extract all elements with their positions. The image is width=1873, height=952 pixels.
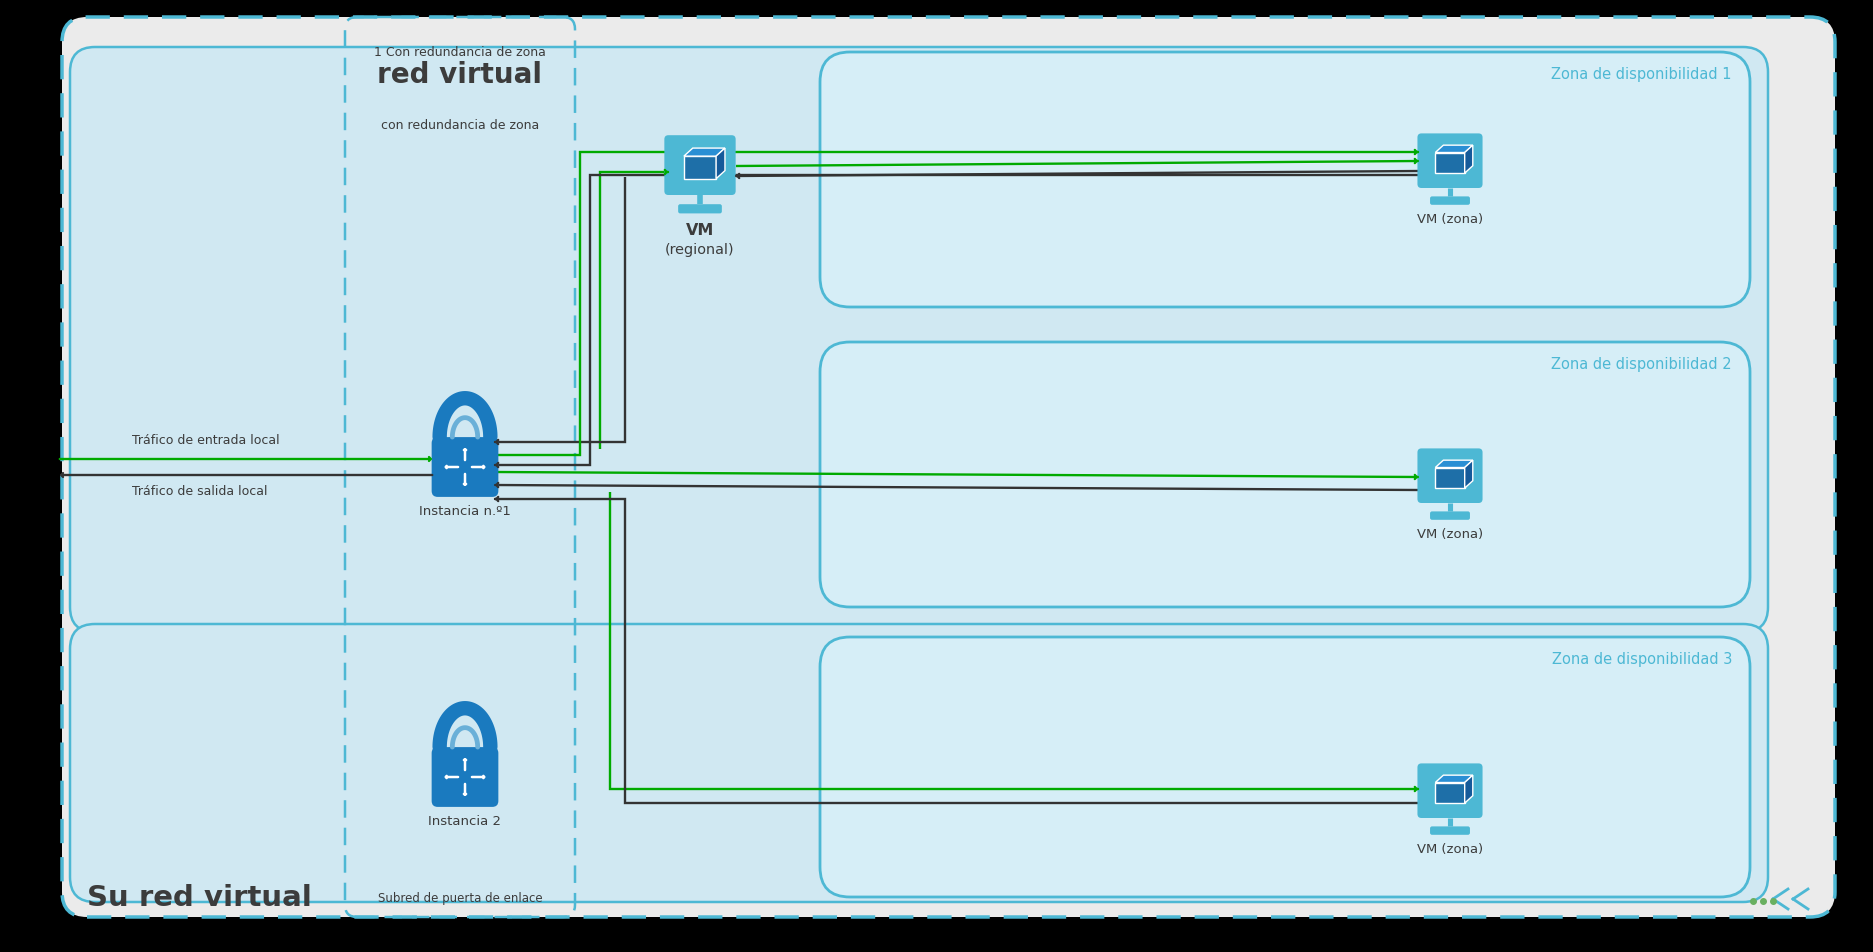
Text: Su red virtual: Su red virtual: [86, 884, 313, 912]
Polygon shape: [1435, 467, 1465, 488]
Text: Instancia 2: Instancia 2: [429, 815, 502, 828]
Text: red virtual: red virtual: [378, 61, 543, 89]
FancyBboxPatch shape: [820, 637, 1749, 897]
Text: VM: VM: [686, 223, 714, 238]
Polygon shape: [1465, 145, 1472, 173]
FancyBboxPatch shape: [1431, 511, 1470, 520]
FancyBboxPatch shape: [820, 342, 1749, 607]
FancyBboxPatch shape: [1431, 826, 1470, 835]
Polygon shape: [1435, 460, 1472, 467]
Polygon shape: [1435, 145, 1472, 152]
FancyBboxPatch shape: [1418, 764, 1483, 818]
FancyBboxPatch shape: [678, 204, 721, 213]
Text: Tráfico de entrada local: Tráfico de entrada local: [131, 434, 279, 447]
Text: (regional): (regional): [665, 244, 734, 257]
Text: VM (zona): VM (zona): [1418, 213, 1483, 227]
Polygon shape: [1465, 460, 1472, 488]
Text: con redundancia de zona: con redundancia de zona: [380, 119, 539, 132]
FancyBboxPatch shape: [665, 135, 736, 195]
Polygon shape: [1435, 152, 1465, 173]
FancyBboxPatch shape: [69, 47, 1768, 632]
FancyBboxPatch shape: [1431, 196, 1470, 205]
Text: Instancia n.º1: Instancia n.º1: [420, 505, 511, 518]
FancyBboxPatch shape: [62, 17, 1836, 917]
FancyBboxPatch shape: [431, 747, 498, 807]
Text: VM (zona): VM (zona): [1418, 528, 1483, 541]
FancyBboxPatch shape: [69, 624, 1768, 902]
FancyBboxPatch shape: [1418, 133, 1483, 188]
Text: Zona de disponibilidad 2: Zona de disponibilidad 2: [1551, 357, 1733, 372]
Text: Tráfico de salida local: Tráfico de salida local: [131, 485, 268, 498]
Text: VM (zona): VM (zona): [1418, 843, 1483, 856]
Polygon shape: [684, 156, 715, 179]
FancyBboxPatch shape: [820, 52, 1749, 307]
Text: 1 Con redundancia de zona: 1 Con redundancia de zona: [375, 46, 545, 59]
Polygon shape: [1435, 775, 1472, 783]
FancyBboxPatch shape: [1418, 448, 1483, 503]
Text: Zona de disponibilidad 3: Zona de disponibilidad 3: [1551, 652, 1733, 667]
Polygon shape: [1465, 775, 1472, 803]
Text: Zona de disponibilidad 1: Zona de disponibilidad 1: [1551, 67, 1733, 82]
Polygon shape: [715, 149, 725, 179]
Polygon shape: [684, 149, 725, 156]
FancyBboxPatch shape: [431, 437, 498, 497]
Polygon shape: [1435, 783, 1465, 803]
Text: Subred de puerta de enlace: Subred de puerta de enlace: [378, 892, 543, 905]
